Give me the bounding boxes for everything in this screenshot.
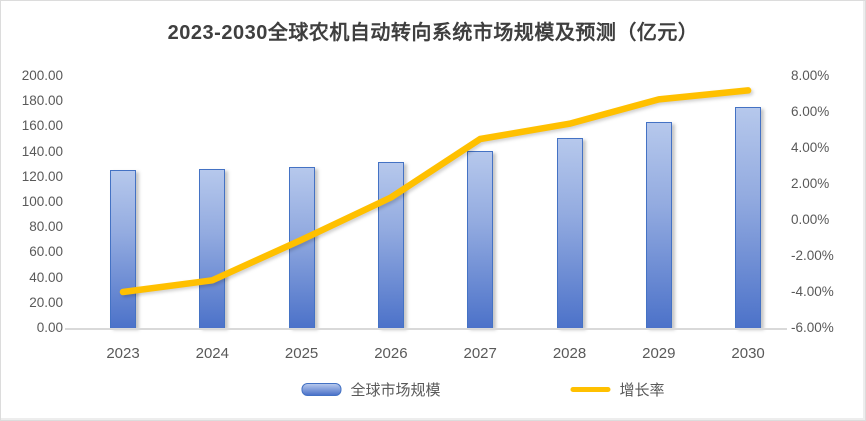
- y-axis-left-tick: 20.00: [29, 294, 63, 310]
- legend-item-market-size[interactable]: 全球市场规模: [301, 379, 441, 400]
- line-series-swatch: [570, 387, 611, 392]
- y-axis-left: 200.00 180.00 160.00 140.00 120.00 100.00 80.0…: [1, 68, 63, 335]
- bar-2029[interactable]: [645, 122, 672, 328]
- y-axis-left-tick: 160.00: [21, 118, 63, 134]
- chart-title: 2023-2030全球农机自动转向系统市场规模及预测（亿元）: [167, 22, 699, 44]
- y-axis-left-tick: 140.00: [21, 143, 63, 159]
- x-axis-label-2028: 2028: [552, 345, 587, 362]
- bar-2027[interactable]: [467, 151, 494, 328]
- y-axis-left-tick: 0.00: [36, 320, 63, 335]
- bar-2025[interactable]: [288, 167, 315, 328]
- bar-2028[interactable]: [556, 137, 583, 328]
- bar-series-swatch: [301, 383, 342, 396]
- y-axis-right-tick: 6.00%: [791, 104, 830, 119]
- x-axis-label-2029: 2029: [642, 345, 676, 362]
- y-axis-left-tick: 120.00: [21, 168, 63, 184]
- x-axis-label-2030: 2030: [731, 345, 765, 362]
- x-axis-label-2024: 2024: [195, 345, 229, 362]
- plot-area: [86, 76, 782, 328]
- y-axis-right-tick: -4.00%: [791, 284, 834, 299]
- bar-2030[interactable]: [735, 107, 762, 328]
- y-axis-right-tick: 0.00%: [791, 212, 830, 227]
- y-axis-left-tick: 80.00: [29, 219, 63, 235]
- x-axis-label-2027: 2027: [463, 345, 497, 362]
- x-axis-label-2026: 2026: [374, 345, 408, 362]
- y-axis-left-tick: 40.00: [29, 269, 63, 285]
- x-axis-label-2025: 2025: [284, 345, 319, 362]
- x-axis-baseline: [65, 328, 787, 330]
- y-axis-right-tick: 4.00%: [791, 140, 830, 155]
- bar-2023[interactable]: [110, 169, 136, 328]
- legend-label-growth-rate: 增长率: [619, 382, 665, 399]
- y-axis-left-tick: 60.00: [29, 244, 63, 260]
- y-axis-right-tick: -2.00%: [791, 248, 834, 263]
- growth-rate-line[interactable]: [86, 76, 782, 328]
- legend-label-market-size: 全球市场规模: [350, 382, 441, 399]
- y-axis-left-tick: 200.00: [21, 68, 63, 83]
- y-axis-right-tick: 2.00%: [791, 176, 830, 191]
- y-axis-right-tick: 8.00%: [791, 68, 830, 83]
- y-axis-right-tick: -6.00%: [791, 320, 834, 335]
- x-axis-label-2023: 2023: [106, 345, 140, 362]
- y-axis-left-tick: 100.00: [21, 194, 63, 209]
- x-axis: 2023 2024 2025 2026 2027 2028 2029 2030: [86, 345, 782, 365]
- y-axis-left-tick: 180.00: [21, 93, 63, 109]
- legend-item-growth-rate[interactable]: 增长率: [570, 379, 665, 400]
- bar-2024[interactable]: [199, 169, 226, 328]
- legend: 全球市场规模 增长率: [301, 379, 665, 400]
- y-axis-right: 8.00% 6.00% 4.00% 2.00% 0.00% -2.00% -4.00% -6.…: [791, 68, 863, 335]
